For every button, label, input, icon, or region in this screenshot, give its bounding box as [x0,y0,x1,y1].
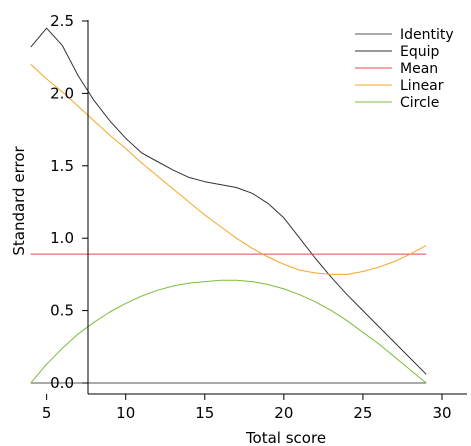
x-tick-label: 15 [195,404,214,422]
legend-label-circle: Circle [400,95,439,111]
y-tick-label: 1.0 [50,229,74,247]
y-axis-ticks: 0.0 0.5 1.0 1.5 2.0 2.5 [50,12,88,392]
axes: 5 10 15 20 25 30 0.0 0.5 1.0 1.5 2.0 2.5 [42,12,467,422]
y-tick-label: 0.0 [50,374,74,392]
x-tick-label: 5 [42,404,52,422]
series-line-circle [30,279,427,384]
legend-label-equip: Equip [400,44,439,60]
y-tick-label: 0.5 [50,302,74,320]
series-line-linear [30,64,427,275]
legend-label-identity: Identity [400,27,454,43]
series-line-equip [30,27,427,375]
y-tick-label: 2.5 [50,12,74,30]
plot-area [30,27,427,384]
y-axis-title: Standard error [10,146,28,256]
y-tick-label: 1.5 [50,157,74,175]
x-tick-label: 25 [353,404,372,422]
legend-label-linear: Linear [400,78,444,94]
x-axis-title: Total score [245,429,326,446]
x-tick-label: 20 [274,404,293,422]
x-tick-label: 10 [116,404,135,422]
x-axis-ticks: 5 10 15 20 25 30 [42,394,452,422]
y-tick-label: 2.0 [50,84,74,102]
legend-label-mean: Mean [400,61,438,77]
x-tick-label: 30 [432,404,451,422]
